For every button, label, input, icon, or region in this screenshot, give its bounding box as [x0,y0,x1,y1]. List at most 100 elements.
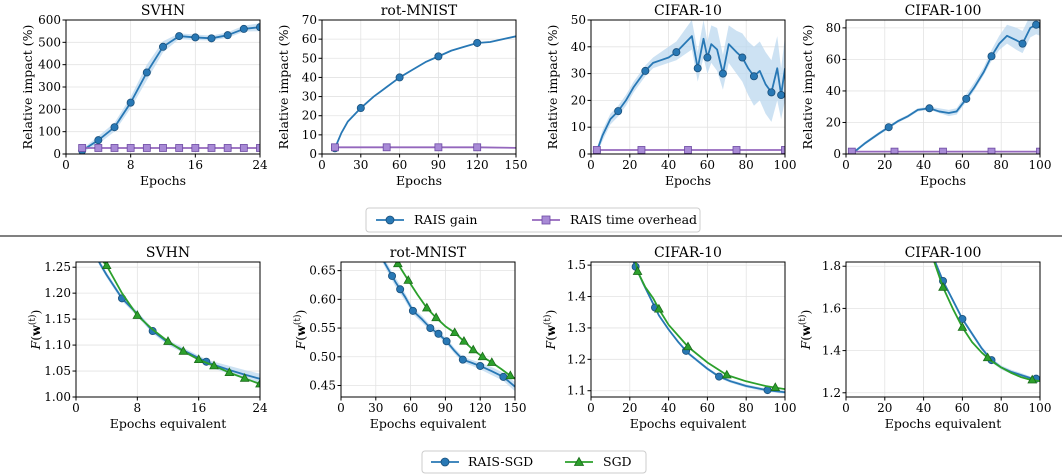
x-tick-label: 80 [994,401,1009,415]
data-point [223,144,232,152]
x-axis-label: Epochs equivalent [370,416,487,431]
data-point [392,262,403,268]
y-tick-label: 1.15 [44,312,71,326]
x-tick-label: 0 [72,401,80,415]
y-tick-label: 1.4 [567,290,586,304]
series-line [933,262,1040,383]
x-tick-label: 20 [622,401,637,415]
y-tick-label: 0.50 [309,350,336,364]
panel-3: 0 20 40 60 80 100 0 20 40 60 80 CIFAR-100 Epochs Rela… [800,3,1051,188]
x-tick-label: 100 [1029,401,1052,415]
data-point [126,144,135,152]
x-tick-label: 150 [505,158,528,172]
y-tick-label: 70 [302,13,317,27]
axes-frame [321,19,517,155]
y-tick-label: 10 [302,128,317,142]
data-point [781,146,785,154]
data-point [395,73,404,82]
data-point [683,341,693,351]
chart-title: rot-MNIST [390,245,467,261]
y-axis-label: F(w(t)) [797,310,813,351]
data-point [925,104,934,113]
data-point [426,324,435,333]
chart-title: rot-MNIST [381,3,458,19]
y-axis-label: F(w(t)) [27,310,43,351]
x-axis-label: Epochs [665,173,711,188]
y-tick-label: 1.2 [822,386,841,400]
legend-rais-sgd-label: RAIS-SGD [468,454,533,469]
data-point [693,64,702,73]
x-tick-label: 0 [337,401,345,415]
data-point [223,31,232,40]
x-tick-label: 60 [392,158,407,172]
x-tick-label: 40 [916,158,931,172]
y-tick-label: 1.00 [44,390,71,404]
y-tick-label: 1.4 [822,344,841,358]
legend-sgd-marker [573,456,585,466]
y-tick-label: 400 [38,58,61,72]
legend-gain-marker [385,215,395,225]
data-point [732,146,741,154]
data-point [239,144,248,152]
data-point [434,329,443,338]
data-point [632,266,643,275]
data-point [421,302,432,312]
x-axis-label: Epochs [396,173,442,188]
series-line [595,35,785,152]
x-tick-label: 0 [842,401,850,415]
y-tick-label: 300 [38,80,61,94]
data-point [158,42,167,51]
y-tick-label: 0.45 [309,379,336,393]
data-point [110,123,119,132]
data-point [473,38,482,47]
y-tick-label: 0 [53,147,61,161]
axes-frame [845,19,1041,155]
data-point [193,354,204,364]
x-tick-label: 90 [431,158,446,172]
x-tick-label: 30 [353,158,368,172]
y-axis-label: Relative impact (%) [20,25,35,150]
x-tick-label: 80 [739,158,754,172]
legend-sgd-label: SGD [603,454,632,469]
y-tick-label: 600 [38,13,61,27]
confidence-band [596,20,785,154]
y-tick-label: 20 [571,93,586,107]
data-point [434,52,443,61]
y-tick-label: 0 [578,147,586,161]
plot-area [933,262,1040,384]
x-tick-label: 60 [700,158,715,172]
data-point [396,285,405,294]
y-tick-label: 500 [38,35,61,49]
plot-area [78,23,260,154]
y-tick-label: 100 [38,125,61,139]
y-axis-label: Relative impact (%) [800,25,815,150]
data-point [175,32,184,41]
series-line [395,262,515,380]
series-line [334,35,516,149]
y-tick-label: 1.8 [822,259,841,273]
data-point [148,327,157,336]
data-point [767,88,776,97]
data-point [207,34,216,43]
confidence-band [99,262,260,385]
chart-title: SVHN [141,3,185,19]
plot-area [98,262,260,388]
x-tick-label: 120 [466,158,489,172]
chart-title: CIFAR-100 [905,3,982,19]
data-point [505,370,515,380]
data-point [101,262,112,270]
y-tick-label: 40 [826,84,841,98]
data-point [94,144,103,152]
data-point [770,382,781,391]
series-line [102,262,260,385]
x-tick-label: 0 [587,158,595,172]
data-point [442,337,451,346]
data-point [207,144,216,152]
panel-7: 0 20 40 60 80 100 1.2 1.4 1.6 1.8 CIFAR-100 Epochs … [797,245,1052,431]
confidence-band [382,262,515,392]
x-tick-label: 100 [774,158,797,172]
data-point [1036,147,1040,154]
x-tick-label: 30 [368,401,383,415]
data-point [939,147,947,154]
x-tick-label: 0 [318,158,326,172]
